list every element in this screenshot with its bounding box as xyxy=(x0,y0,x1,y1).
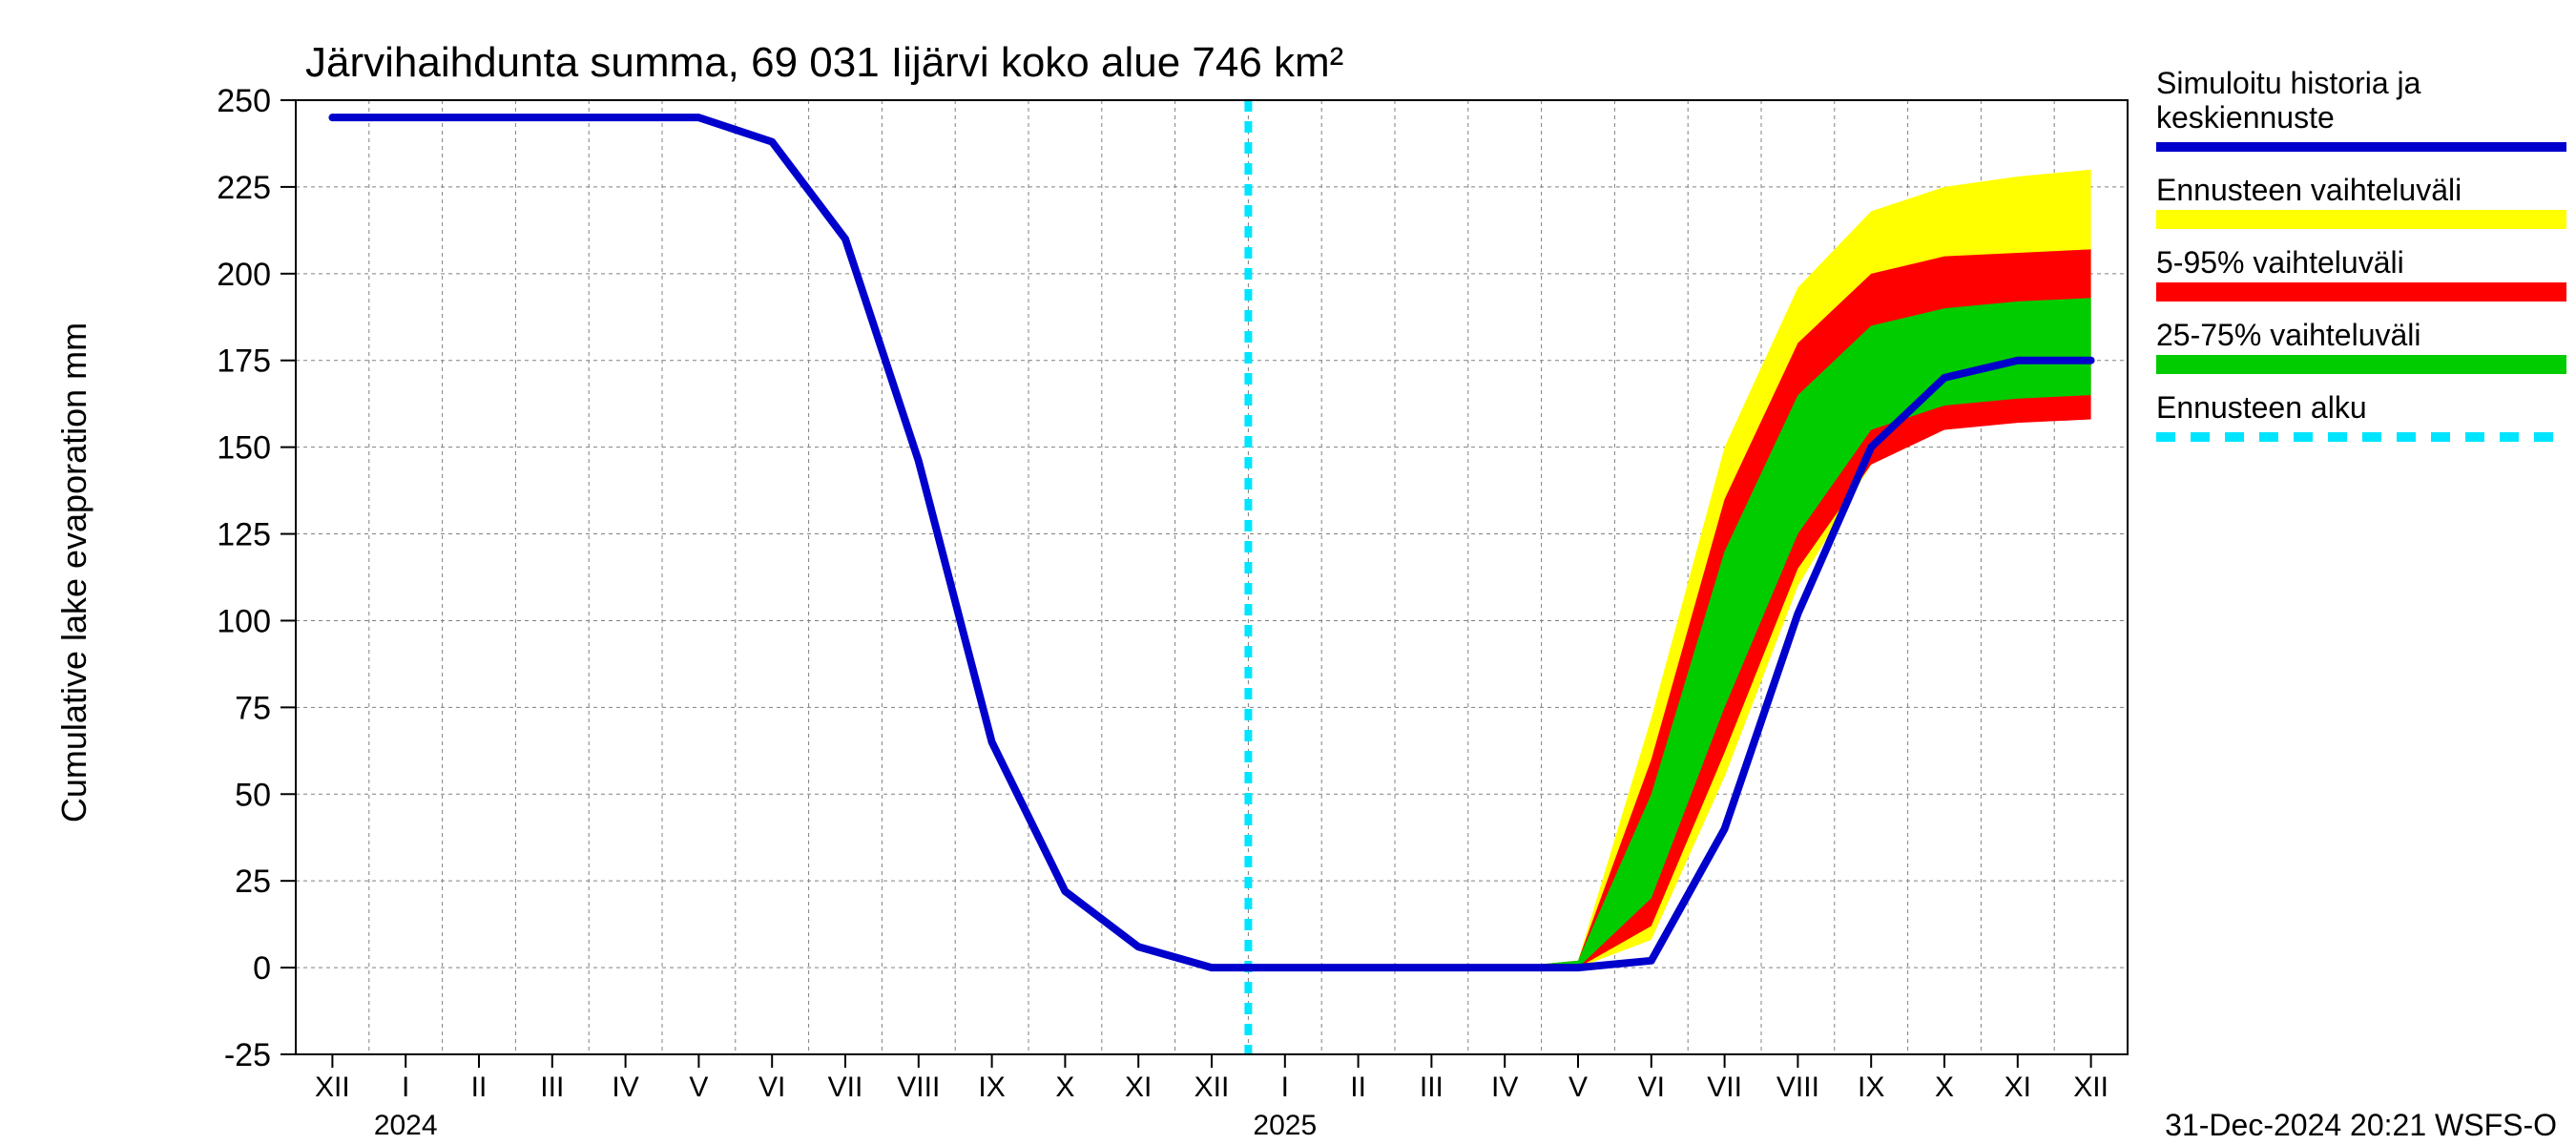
x-month-label: V xyxy=(689,1072,708,1103)
x-month-label: XI xyxy=(2005,1072,2031,1103)
x-month-label: XI xyxy=(1125,1072,1152,1103)
x-month-label: XII xyxy=(315,1072,350,1103)
y-tick-label: 250 xyxy=(217,83,271,119)
x-month-label: X xyxy=(1935,1072,1954,1103)
x-month-label: IX xyxy=(1858,1072,1884,1103)
x-month-label: IV xyxy=(1491,1072,1518,1103)
x-month-label: II xyxy=(1350,1072,1366,1103)
legend-layer: Simuloitu historia jakeskiennuste Ennuste… xyxy=(2156,66,2566,437)
y-tick-label: 25 xyxy=(235,864,271,900)
legend-label: Ennusteen alku xyxy=(2156,390,2367,425)
chart-footer: 31-Dec-2024 20:21 WSFS-O xyxy=(2165,1108,2557,1142)
evaporation-chart: Cumulative lake evaporation mm Järvihaih… xyxy=(0,0,2576,1145)
x-month-label: VII xyxy=(1707,1072,1742,1103)
x-month-label: I xyxy=(402,1072,409,1103)
legend-swatch xyxy=(2156,355,2566,374)
x-month-label: X xyxy=(1055,1072,1074,1103)
chart-title: Järvihaihdunta summa, 69 031 Iijärvi kok… xyxy=(305,39,1343,86)
yticks-layer: -25 0 25 50 75 100 125 150 175 200 225 250 xyxy=(217,83,271,1073)
x-month-label: II xyxy=(471,1072,488,1103)
legend-swatch xyxy=(2156,282,2566,302)
y-tick-label: 175 xyxy=(217,344,271,380)
y-tick-label: 0 xyxy=(253,950,271,987)
y-tick-label: 200 xyxy=(217,257,271,293)
x-year-label: 2024 xyxy=(374,1110,438,1141)
x-month-label: VIII xyxy=(897,1072,940,1103)
y-tick-label: 225 xyxy=(217,170,271,206)
x-month-label: III xyxy=(540,1072,564,1103)
xticks-layer: XIIIIIIIIIVVVIVIIVIIIIXXXIXIIIIIIIIIVVVI… xyxy=(315,1072,2109,1141)
x-month-label: XII xyxy=(2073,1072,2109,1103)
y-axis-label: Cumulative lake evaporation mm xyxy=(54,323,93,822)
x-year-label: 2025 xyxy=(1253,1110,1317,1141)
legend-label: 5-95% vaihteluväli xyxy=(2156,245,2404,280)
legend-label: keskiennuste xyxy=(2156,100,2335,135)
y-tick-label: 50 xyxy=(235,777,271,813)
x-month-label: XII xyxy=(1195,1072,1230,1103)
line-layer xyxy=(332,117,2090,968)
y-tick-label: -25 xyxy=(224,1037,271,1073)
band-layer xyxy=(1212,170,2091,968)
x-month-label: VI xyxy=(758,1072,785,1103)
legend-label: 25-75% vaihteluväli xyxy=(2156,318,2421,352)
legend-label: Simuloitu historia ja xyxy=(2156,66,2421,100)
x-month-label: IX xyxy=(978,1072,1005,1103)
x-month-label: V xyxy=(1568,1072,1588,1103)
legend-label: Ennusteen vaihteluväli xyxy=(2156,173,2462,207)
band_green xyxy=(1212,298,2091,968)
x-month-label: VI xyxy=(1638,1072,1665,1103)
y-tick-label: 125 xyxy=(217,517,271,553)
x-month-label: III xyxy=(1420,1072,1444,1103)
x-month-label: IV xyxy=(612,1072,638,1103)
legend-swatch xyxy=(2156,210,2566,229)
x-month-label: VIII xyxy=(1776,1072,1819,1103)
main-series-line xyxy=(332,117,2090,968)
y-tick-label: 100 xyxy=(217,603,271,639)
y-tick-label: 150 xyxy=(217,430,271,467)
y-tick-label: 75 xyxy=(235,690,271,726)
x-month-label: I xyxy=(1281,1072,1289,1103)
x-month-label: VII xyxy=(828,1072,863,1103)
